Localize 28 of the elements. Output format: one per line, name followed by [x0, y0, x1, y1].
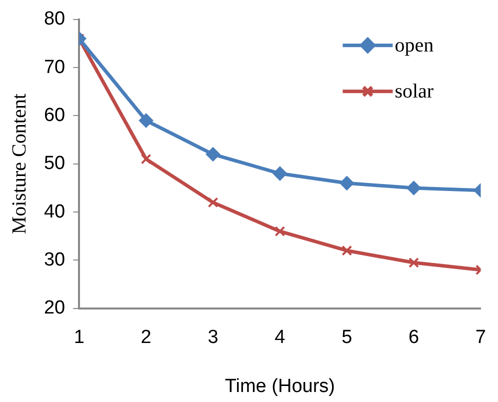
point [206, 147, 220, 162]
legend-label: open [394, 34, 434, 57]
y-tick-label: 50 [44, 153, 66, 174]
y-tick-label: 80 [44, 8, 66, 30]
point [140, 154, 152, 164]
point [139, 114, 154, 128]
x-tick-label: 4 [274, 327, 286, 348]
point [406, 180, 421, 195]
legend-label: solar [394, 80, 434, 103]
x-tick-label: 6 [408, 327, 420, 348]
point [274, 226, 286, 237]
y-axis-title: Moisture Content [8, 93, 30, 234]
y-tick-label: 40 [44, 201, 66, 222]
x-tick-label: 5 [342, 327, 352, 348]
point [208, 197, 218, 208]
x-tick-label: 3 [208, 327, 218, 348]
y-tick-label: 60 [44, 104, 66, 126]
y-tick-label: 20 [44, 298, 66, 319]
point [342, 245, 352, 256]
x-tick-label: 7 [475, 327, 486, 348]
x-tick-label: 1 [74, 327, 84, 348]
point [272, 166, 287, 181]
y-tick-label: 70 [44, 56, 66, 78]
point [340, 176, 354, 190]
y-tick-label: 30 [44, 249, 66, 270]
x-tick-label: 2 [140, 327, 152, 348]
point [408, 257, 420, 268]
x-axis-title: Time (Hours) [224, 376, 335, 397]
